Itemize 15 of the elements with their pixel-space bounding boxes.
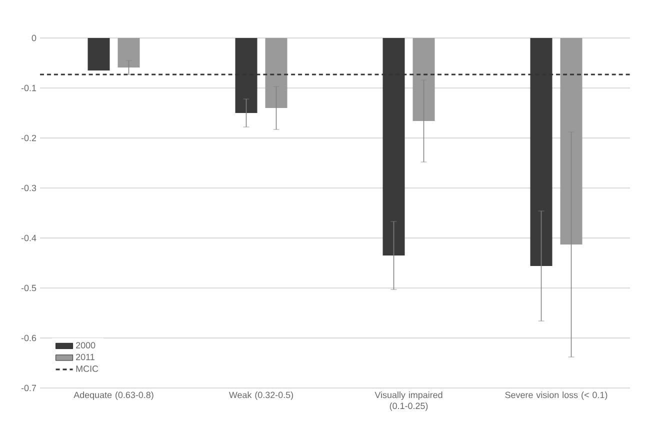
y-tick-label: -0.6 — [21, 334, 36, 342]
legend-label: MCIC — [76, 366, 98, 372]
y-tick-label: -0.5 — [21, 284, 36, 292]
y-tick-label: -0.3 — [21, 184, 36, 192]
legend-label: 2000 — [76, 342, 96, 348]
y-tick-label: -0.4 — [21, 234, 36, 242]
x-tick-label: Weak (0.32-0.5) — [228, 392, 294, 400]
y-tick-label: -0.7 — [21, 384, 36, 392]
x-tick-label: Severe vision loss (< 0.1) — [505, 392, 608, 400]
y-tick-label: 0 — [32, 34, 36, 42]
x-tick-label: Adequate (0.63-0.8) — [74, 392, 154, 400]
y-tick-label: -0.1 — [21, 84, 36, 92]
legend-label: 2011 — [76, 354, 94, 360]
x-tick-label: Visually impaired (0.1-0.25) — [374, 392, 442, 411]
y-tick-label: -0.2 — [21, 134, 36, 142]
